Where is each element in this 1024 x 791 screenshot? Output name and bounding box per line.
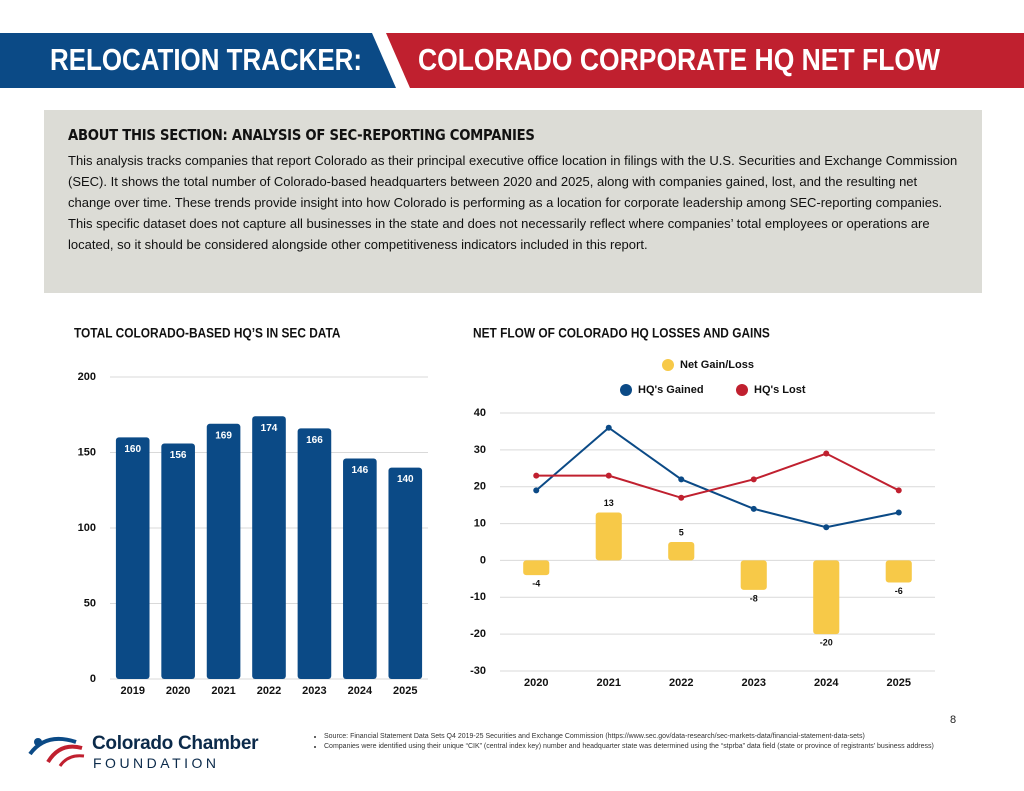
logo-name: Colorado Chamber bbox=[92, 733, 259, 754]
legend-label: HQ's Gained bbox=[638, 384, 704, 396]
line-point bbox=[605, 472, 612, 479]
bar bbox=[115, 437, 150, 679]
legend-label: HQ's Lost bbox=[754, 384, 806, 396]
legend-label: Net Gain/Loss bbox=[680, 359, 754, 371]
y-tick-label: 40 bbox=[474, 407, 486, 419]
x-tick-label: 2022 bbox=[669, 677, 693, 689]
data-label: 140 bbox=[397, 474, 414, 485]
bar bbox=[161, 443, 195, 679]
data-label: 174 bbox=[261, 423, 278, 434]
bar bbox=[252, 416, 286, 679]
line-point bbox=[678, 476, 685, 483]
footnotes: Source: Financial Statement Data Sets Q4… bbox=[312, 732, 984, 752]
data-label: 5 bbox=[679, 527, 684, 537]
header-right-title: COLORADO CORPORATE HQ NET FLOW bbox=[418, 42, 941, 77]
x-tick-label: 2020 bbox=[166, 685, 190, 697]
y-tick-label: 0 bbox=[480, 554, 486, 566]
data-label: 160 bbox=[124, 444, 141, 455]
line-point bbox=[750, 476, 757, 483]
bar bbox=[885, 560, 912, 583]
bar bbox=[297, 428, 332, 679]
footnote: Source: Financial Statement Data Sets Q4… bbox=[324, 732, 984, 742]
bar bbox=[388, 467, 423, 679]
data-label: 166 bbox=[306, 435, 323, 446]
y-tick-label: -30 bbox=[470, 665, 486, 677]
bar bbox=[668, 542, 695, 561]
legend-marker bbox=[620, 384, 632, 396]
bar bbox=[740, 560, 767, 590]
y-tick-label: 200 bbox=[78, 371, 96, 383]
line-point bbox=[823, 524, 830, 531]
bar bbox=[813, 560, 840, 635]
logo-mark bbox=[28, 737, 85, 767]
y-tick-label: -20 bbox=[470, 628, 486, 640]
data-label: 146 bbox=[352, 465, 369, 476]
footnote: Companies were identified using their un… bbox=[324, 742, 984, 752]
bar bbox=[523, 560, 550, 576]
about-box: ABOUT THIS SECTION: ANALYSIS OF SEC-REPO… bbox=[44, 110, 982, 293]
x-tick-label: 2021 bbox=[597, 677, 621, 689]
header-right-band bbox=[386, 33, 1024, 88]
x-tick-label: 2021 bbox=[211, 685, 235, 697]
x-tick-label: 2024 bbox=[814, 677, 839, 689]
bar bbox=[595, 512, 622, 561]
line-point bbox=[533, 487, 540, 494]
y-tick-label: 20 bbox=[474, 481, 486, 493]
line-point bbox=[750, 505, 757, 512]
legend-marker bbox=[662, 359, 674, 371]
chart-title: NET FLOW OF COLORADO HQ LOSSES AND GAINS bbox=[473, 325, 770, 341]
line-point bbox=[895, 509, 902, 516]
x-tick-label: 2019 bbox=[120, 685, 144, 697]
x-tick-label: 2025 bbox=[887, 677, 911, 689]
data-label: 156 bbox=[170, 450, 187, 461]
chart-title: TOTAL COLORADO-BASED HQ’S IN SEC DATA bbox=[74, 325, 341, 341]
x-tick-label: 2023 bbox=[302, 685, 326, 697]
line-point bbox=[678, 494, 685, 501]
legend-marker bbox=[736, 384, 748, 396]
line-point bbox=[605, 424, 612, 431]
y-tick-label: 150 bbox=[78, 446, 96, 458]
y-tick-label: 30 bbox=[474, 444, 486, 456]
header-left-title: RELOCATION TRACKER: bbox=[50, 42, 362, 77]
main-graphics: RELOCATION TRACKER: COLORADO CORPORATE H… bbox=[0, 33, 1024, 697]
logo-sub: FOUNDATION bbox=[93, 755, 220, 771]
bar bbox=[206, 423, 241, 679]
data-label: -4 bbox=[532, 579, 540, 589]
data-label: -20 bbox=[820, 638, 833, 648]
y-tick-label: 0 bbox=[90, 673, 96, 685]
x-tick-label: 2023 bbox=[742, 677, 766, 689]
x-tick-label: 2024 bbox=[348, 685, 373, 697]
x-tick-label: 2025 bbox=[393, 685, 417, 697]
line-series bbox=[535, 426, 899, 529]
line-point bbox=[895, 487, 902, 494]
page-number: 8 bbox=[950, 714, 957, 726]
line-point bbox=[533, 472, 540, 479]
y-tick-label: 10 bbox=[474, 517, 486, 529]
data-label: 13 bbox=[604, 498, 614, 508]
data-label: 169 bbox=[215, 430, 232, 441]
data-label: -8 bbox=[750, 593, 758, 603]
about-title: ABOUT THIS SECTION: ANALYSIS OF SEC-REPO… bbox=[68, 126, 535, 144]
y-tick-label: -10 bbox=[470, 591, 486, 603]
x-tick-label: 2020 bbox=[524, 677, 548, 689]
data-label: -6 bbox=[895, 586, 903, 596]
about-text: This analysis tracks companies that repo… bbox=[68, 153, 958, 252]
header-left-band bbox=[0, 33, 396, 88]
line-series bbox=[536, 452, 900, 499]
y-tick-label: 100 bbox=[78, 522, 96, 534]
line-point bbox=[823, 450, 830, 457]
bar bbox=[343, 458, 377, 679]
x-tick-label: 2022 bbox=[257, 685, 281, 697]
y-tick-label: 50 bbox=[84, 597, 96, 609]
